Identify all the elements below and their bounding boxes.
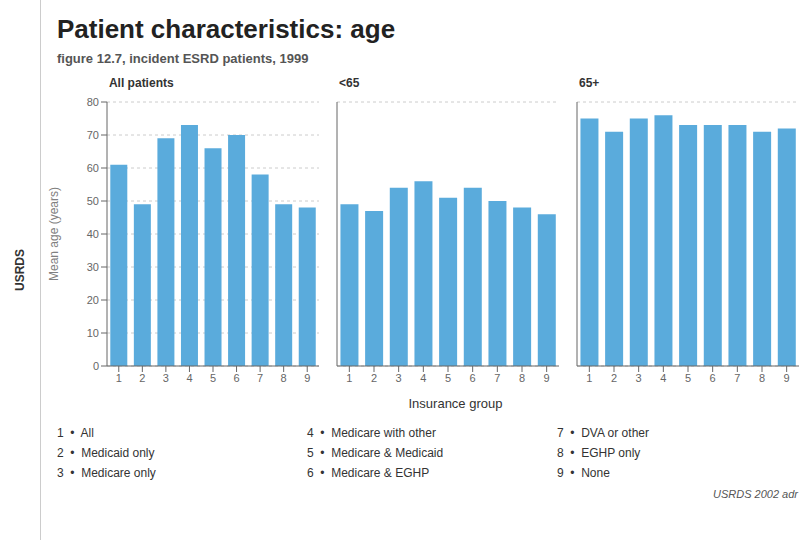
svg-text:5: 5 xyxy=(685,372,691,384)
svg-text:1: 1 xyxy=(586,372,592,384)
html-text:figure 12.7, incident ESRD pat: figure 12.7, incident ESRD patients, 199… xyxy=(57,51,309,66)
svg-text:2: 2 xyxy=(611,372,617,384)
html-text:9 • None: 9 • None xyxy=(557,466,610,480)
svg-text:9: 9 xyxy=(544,372,550,384)
svg-text:1: 1 xyxy=(116,372,122,384)
html-text:USRDS 2002 adr: USRDS 2002 adr xyxy=(713,488,798,500)
svg-text:3: 3 xyxy=(396,372,402,384)
svg-text:7: 7 xyxy=(257,372,263,384)
svg-text:3: 3 xyxy=(163,372,169,384)
svg-text:8: 8 xyxy=(759,372,765,384)
svg-text:1: 1 xyxy=(346,372,352,384)
html-text:1 • All: 1 • All xyxy=(57,426,94,440)
svg-text:0: 0 xyxy=(93,360,99,372)
svg-text:2: 2 xyxy=(139,372,145,384)
svg-text:Mean age (years): Mean age (years) xyxy=(47,187,61,281)
svg-text:6: 6 xyxy=(233,372,239,384)
html-text:5 • Medicare & Medicaid: 5 • Medicare & Medicaid xyxy=(307,446,444,460)
svg-text:5: 5 xyxy=(445,372,451,384)
svg-text:4: 4 xyxy=(420,372,426,384)
html-text:2 • Medicaid only: 2 • Medicaid only xyxy=(57,446,155,460)
html-text:4 • Medicare with other: 4 • Medicare with other xyxy=(307,426,436,440)
html-text:<65: <65 xyxy=(339,76,360,90)
svg-text:40: 40 xyxy=(87,228,99,240)
html-text:7 • DVA or other: 7 • DVA or other xyxy=(557,426,649,440)
html-text:USRDS: USRDS xyxy=(13,249,27,291)
svg-text:50: 50 xyxy=(87,195,99,207)
svg-text:7: 7 xyxy=(494,372,500,384)
svg-text:9: 9 xyxy=(304,372,310,384)
svg-text:4: 4 xyxy=(660,372,666,384)
svg-text:9: 9 xyxy=(784,372,790,384)
svg-text:80: 80 xyxy=(87,96,99,108)
svg-text:7: 7 xyxy=(734,372,740,384)
html-text:8 • EGHP only: 8 • EGHP only xyxy=(557,446,641,460)
svg-text:8: 8 xyxy=(281,372,287,384)
svg-text:2: 2 xyxy=(371,372,377,384)
svg-text:8: 8 xyxy=(519,372,525,384)
svg-text:6: 6 xyxy=(470,372,476,384)
svg-text:5: 5 xyxy=(210,372,216,384)
svg-text:10: 10 xyxy=(87,327,99,339)
html-text:Patient characteristics: age: Patient characteristics: age xyxy=(57,14,396,44)
svg-text:60: 60 xyxy=(87,162,99,174)
svg-text:20: 20 xyxy=(87,294,99,306)
svg-text:6: 6 xyxy=(710,372,716,384)
svg-text:30: 30 xyxy=(87,261,99,273)
html-text:All patients: All patients xyxy=(109,76,174,90)
html-text:6 • Medicare & EGHP: 6 • Medicare & EGHP xyxy=(307,466,430,480)
svg-text:3: 3 xyxy=(636,372,642,384)
svg-text:4: 4 xyxy=(186,372,192,384)
html-text:65+: 65+ xyxy=(579,76,600,90)
html-text:3 • Medicare only: 3 • Medicare only xyxy=(57,466,156,480)
html-text:Insurance group: Insurance group xyxy=(408,396,503,411)
svg-text:70: 70 xyxy=(87,129,99,141)
